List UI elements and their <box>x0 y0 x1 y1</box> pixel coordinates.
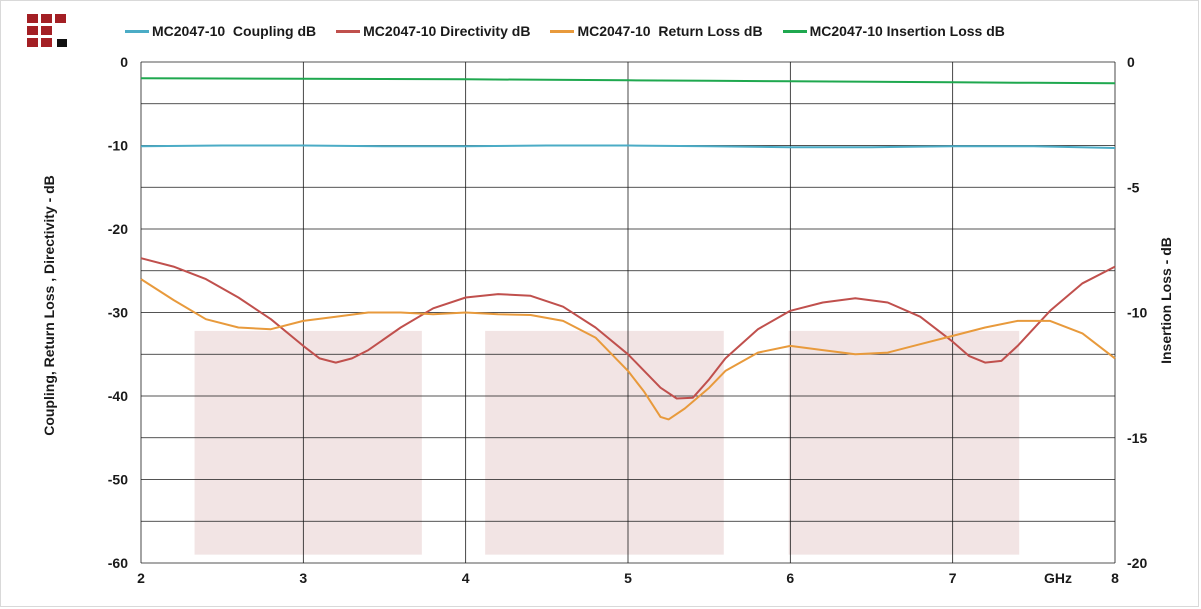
y-right-tick-label: -15 <box>1127 430 1147 446</box>
legend-label: MC2047-10 Directivity dB <box>363 23 531 39</box>
x-tick-label: 7 <box>949 570 957 586</box>
legend-swatch <box>336 29 361 33</box>
shaded-region-3 <box>788 330 1020 555</box>
series-line-1 <box>140 144 1116 149</box>
series-line-2 <box>140 257 1116 400</box>
legend-label: MC2047-10 Return Loss dB <box>577 23 763 39</box>
y-left-tick-label: -10 <box>108 138 128 154</box>
x-tick-label: 6 <box>786 570 794 586</box>
y-right-tick-label: -5 <box>1127 179 1140 195</box>
y-left-tick-label: 0 <box>120 54 128 70</box>
legend-label: MC2047-10 Insertion Loss dB <box>809 23 1005 39</box>
shaded-region-1 <box>194 330 422 555</box>
x-tick-label: 2 <box>137 570 145 586</box>
y-right-tick-label: -10 <box>1127 305 1147 321</box>
y-left-tick-label: -20 <box>108 221 128 237</box>
x-axis-label: GHz <box>1044 570 1072 586</box>
legend-entry-4: MC2047-10 Insertion Loss dB <box>782 23 1005 39</box>
y-left-tick-label: -60 <box>108 555 128 571</box>
x-tick-label: 3 <box>299 570 307 586</box>
legend-swatch <box>125 29 149 33</box>
legend-label: MC2047-10 Coupling dB <box>152 23 317 39</box>
y-left-tick-label: -50 <box>108 472 128 488</box>
y-right-tick-label: -20 <box>1127 555 1147 571</box>
legend-swatch <box>550 29 575 33</box>
legend-swatch <box>782 29 807 33</box>
series-line-4 <box>140 77 1116 85</box>
y-axis-right-title: Insertion Loss - dB <box>1158 237 1174 364</box>
series-line-3 <box>140 278 1116 421</box>
y-axis-left-title: Coupling, Return Loss , Directivity - dB <box>41 175 57 436</box>
chart-legend: MC2047-10 Coupling dB MC2047-10 Directivi… <box>125 20 1025 42</box>
legend-entry-2: MC2047-10 Directivity dB <box>336 23 530 39</box>
y-left-tick-label: -40 <box>108 388 128 404</box>
x-tick-label: 4 <box>462 570 470 586</box>
legend-entry-3: MC2047-10 Return Loss dB <box>550 23 763 39</box>
x-tick-label: 8 <box>1111 570 1119 586</box>
legend-entry-1: MC2047-10 Coupling dB <box>125 23 316 39</box>
y-right-tick-label: 0 <box>1127 54 1135 70</box>
shaded-region-2 <box>485 330 724 555</box>
y-left-tick-label: -30 <box>108 305 128 321</box>
x-tick-label: 5 <box>624 570 632 586</box>
company-logo-icon <box>27 14 67 47</box>
